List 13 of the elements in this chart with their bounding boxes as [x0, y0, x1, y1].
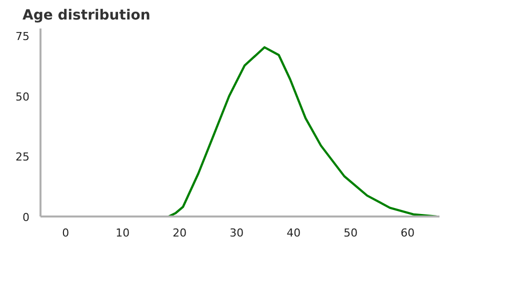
y-tick-label: 25 [16, 150, 30, 164]
chart-title: Age distribution [22, 8, 150, 24]
y-tick-label: 75 [16, 30, 30, 44]
x-tick-label: 30 [230, 226, 244, 240]
x-tick-label: 10 [116, 226, 130, 240]
x-tick-label: 40 [286, 226, 301, 240]
x-tick-label: 50 [344, 226, 358, 240]
x-tick-label: 60 [400, 226, 415, 240]
y-tick-label: 50 [16, 90, 30, 104]
y-tick-label: 0 [22, 211, 30, 224]
line-series [168, 46, 438, 216]
x-tick-label: 20 [172, 226, 187, 240]
x-tick-label: 0 [62, 226, 70, 240]
